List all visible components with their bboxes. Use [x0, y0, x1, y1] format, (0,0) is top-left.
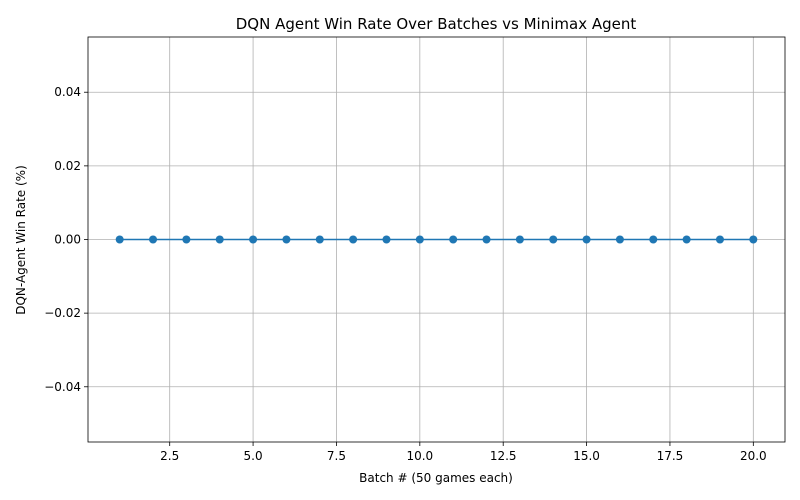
- data-point: [149, 235, 158, 244]
- data-point: [715, 235, 724, 244]
- data-point: [349, 235, 358, 244]
- y-tick-label: 0.02: [54, 159, 81, 173]
- y-axis-label: DQN-Agent Win Rate (%): [14, 165, 28, 315]
- data-point: [449, 235, 458, 244]
- data-point: [649, 235, 658, 244]
- x-tick-label: 10.0: [406, 449, 433, 463]
- data-point: [515, 235, 524, 244]
- data-point: [749, 235, 758, 244]
- data-point: [415, 235, 424, 244]
- x-tick-label: 15.0: [573, 449, 600, 463]
- x-tick-label: 12.5: [490, 449, 517, 463]
- x-axis-label: Batch # (50 games each): [359, 471, 513, 485]
- chart-title: DQN Agent Win Rate Over Batches vs Minim…: [236, 15, 637, 33]
- x-tick-label: 20.0: [740, 449, 767, 463]
- series-layer: [115, 235, 758, 244]
- data-point: [582, 235, 591, 244]
- x-tick-label: 7.5: [327, 449, 346, 463]
- data-point: [482, 235, 491, 244]
- data-point: [615, 235, 624, 244]
- data-point: [382, 235, 391, 244]
- y-tick-label: −0.02: [44, 306, 81, 320]
- y-tick-label: 0.00: [54, 233, 81, 247]
- data-point: [315, 235, 324, 244]
- x-axis-ticks: 2.5 5.0 7.5 10.0 12.5 15.0 17.5 20.0: [160, 442, 767, 463]
- data-point: [182, 235, 191, 244]
- x-tick-label: 5.0: [244, 449, 263, 463]
- data-point: [682, 235, 691, 244]
- data-point: [249, 235, 258, 244]
- data-point: [282, 235, 291, 244]
- data-point: [549, 235, 558, 244]
- x-tick-label: 17.5: [657, 449, 684, 463]
- y-axis-ticks: −0.04 −0.02 0.00 0.02 0.04: [44, 85, 88, 394]
- data-point: [215, 235, 224, 244]
- y-tick-label: 0.04: [54, 85, 81, 99]
- y-tick-label: −0.04: [44, 380, 81, 394]
- x-tick-label: 2.5: [160, 449, 179, 463]
- data-point: [115, 235, 124, 244]
